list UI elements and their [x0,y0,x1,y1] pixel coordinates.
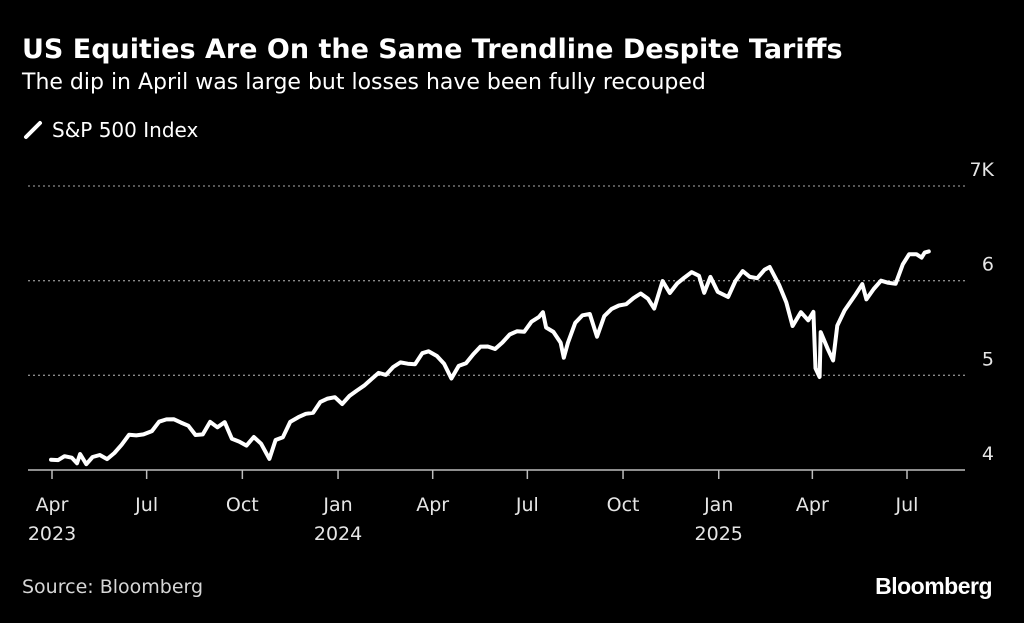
x-tick-label: Apr [36,494,69,516]
x-tick-label: Jul [134,494,158,516]
y-tick-label: 6 [982,254,994,276]
chart-subtitle: The dip in April was large but losses ha… [22,70,706,95]
y-tick-label: 7K [969,159,994,181]
y-tick-label: 4 [982,443,994,465]
x-tick-label: Jan [322,494,352,516]
x-tick-label: Jul [895,494,919,516]
y-axis-labels: 4 5 6 7K [969,159,994,465]
x-tick-label: Jul [515,494,539,516]
sp500-series-line [49,249,931,467]
gridlines [28,185,965,376]
x-tick-year-label: 2025 [695,523,743,545]
y-tick-label: 5 [982,348,994,370]
x-tick-year-label: 2023 [28,523,76,545]
x-tick-label: Oct [607,494,640,516]
x-tick-label: Apr [796,494,829,516]
bloomberg-logo: Bloomberg [875,573,992,599]
chart-title: US Equities Are On the Same Trendline De… [22,34,843,65]
source-note: Source: Bloomberg [22,576,204,598]
legend: S&P 500 Index [22,118,198,142]
x-tick-label: Oct [226,494,259,516]
x-tick-label: Apr [416,494,449,516]
x-axis-ticks: Apr 2023 Jul Oct Jan 2024 Apr Jul Oct Jan 2025 Apr J… [28,470,919,545]
x-tick-year-label: 2024 [314,523,362,545]
legend-line-icon [22,119,44,141]
legend-label: S&P 500 Index [52,118,199,142]
x-tick-label: Jan [703,494,733,516]
